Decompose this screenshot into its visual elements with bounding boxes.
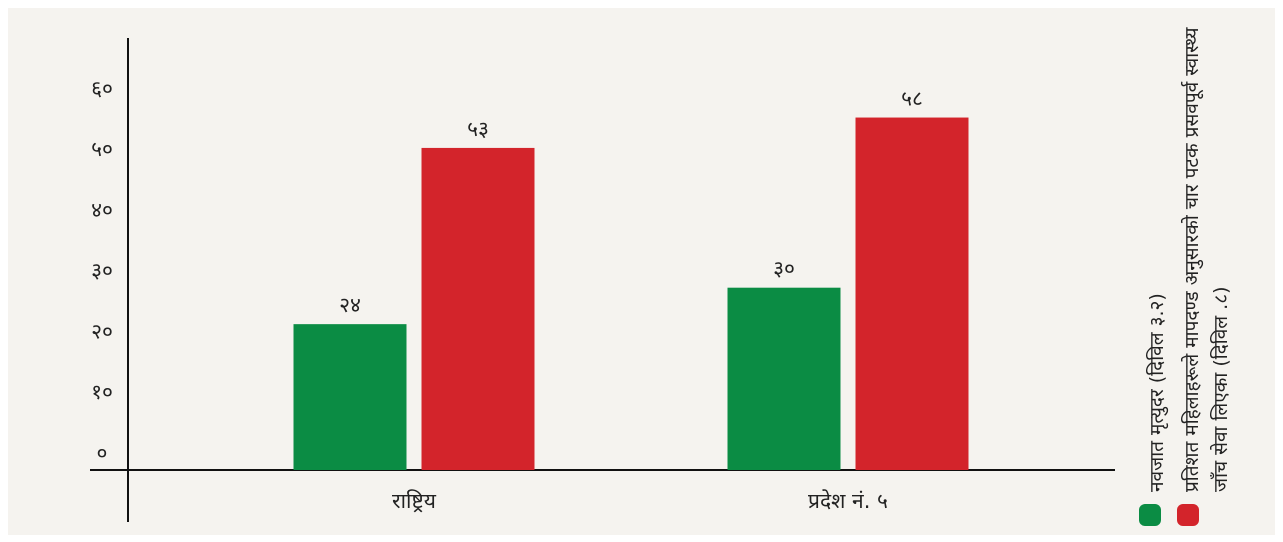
- data-label: २४: [339, 293, 361, 317]
- y-tick-label: ५०: [91, 137, 113, 161]
- legend-label: नवजात मृत्युदर (दिविल ३.२): [1146, 293, 1168, 492]
- y-tick-label: २०: [91, 319, 113, 343]
- data-label: ३०: [773, 257, 795, 281]
- y-tick-label: ४०: [91, 198, 113, 222]
- y-tick-label: ६०: [91, 76, 113, 100]
- bar: [855, 117, 969, 471]
- legend-swatch: [1177, 504, 1199, 526]
- x-tick-label: प्रदेश नं. ५: [808, 489, 888, 513]
- data-label: ५३: [467, 117, 489, 141]
- y-tick-label: ३०: [91, 259, 113, 283]
- data-label: ५८: [901, 87, 923, 111]
- legend-label: प्रतिशत महिलाहरूले मापदण्ड अनुसारको चार …: [1181, 27, 1232, 493]
- chart-panel: [8, 8, 1275, 535]
- bar: [421, 147, 535, 470]
- bar: [727, 287, 841, 470]
- y-tick-label: १०: [91, 380, 113, 404]
- x-tick-label: राष्ट्रिय: [392, 489, 437, 513]
- legend-swatch: [1139, 504, 1161, 526]
- bar: [293, 324, 407, 470]
- y-tick-label: ०: [97, 441, 108, 465]
